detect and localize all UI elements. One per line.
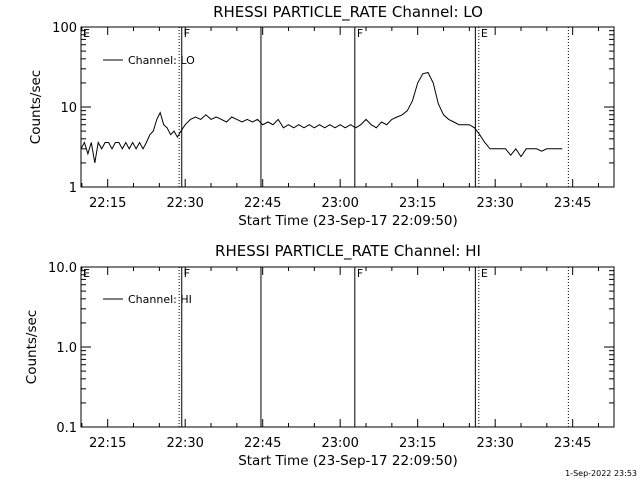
x-tick-label: 23:45 [554, 436, 591, 451]
x-tick-label: 23:00 [321, 436, 358, 451]
y-tick-label: 10.0 [48, 261, 77, 276]
footer-timestamp: 1-Sep-2022 23:53 [565, 469, 637, 478]
event-marker-label: F [184, 267, 190, 280]
event-marker-label: E [481, 27, 488, 40]
panel-hi: RHESSI PARTICLE_RATE Channel: HI Start T… [24, 242, 615, 469]
legend-label: Channel: LO [128, 54, 195, 67]
x-tick-label: 22:45 [244, 436, 281, 451]
x-tick-label: 23:30 [476, 436, 513, 451]
plot-frame [80, 26, 615, 188]
event-marker-label: E [83, 267, 90, 280]
y-axis-label: Counts/sec [24, 310, 40, 384]
x-tick-labels: 22:15 22:30 22:45 23:00 23:15 23:30 23:45 [89, 436, 591, 451]
y-tick-label: 1.0 [56, 341, 77, 356]
y-tick-labels: 0.1 1.0 10.0 [48, 261, 77, 436]
event-marker-label: E [83, 27, 90, 40]
y-tick-label: 100 [52, 21, 77, 36]
x-tick-label: 22:30 [166, 436, 203, 451]
series-line-lo [80, 71, 563, 163]
x-axis-label: Start Time (23-Sep-17 22:09:50) [238, 453, 458, 469]
y-tick-label: 10 [60, 101, 77, 116]
y-tick-labels: 1 10 100 [52, 21, 77, 196]
y-tick-label: 1 [69, 181, 77, 196]
x-tick-label: 22:45 [244, 196, 281, 211]
chart-title: RHESSI PARTICLE_RATE Channel: HI [215, 242, 481, 261]
x-tick-label: 23:30 [476, 196, 513, 211]
plot-frame [80, 266, 615, 428]
y-tick-label: 0.1 [56, 421, 77, 436]
x-tick-labels: 22:15 22:30 22:45 23:00 23:15 23:30 23:45 [89, 196, 591, 211]
x-tick-label: 22:15 [89, 196, 126, 211]
x-tick-label: 23:15 [399, 436, 436, 451]
chart-title: RHESSI PARTICLE_RATE Channel: LO [213, 3, 483, 22]
x-tick-label: 23:15 [399, 196, 436, 211]
x-axis-label: Start Time (23-Sep-17 22:09:50) [238, 213, 458, 229]
y-axis-label: Counts/sec [28, 70, 44, 144]
series-lines [80, 71, 563, 163]
event-marker-label: F [357, 267, 363, 280]
event-marker-label: E [481, 267, 488, 280]
x-tick-label: 23:45 [554, 196, 591, 211]
x-tick-label: 22:15 [89, 436, 126, 451]
x-tick-label: 22:30 [166, 196, 203, 211]
axis-ticks [81, 266, 614, 428]
event-marker-label: F [184, 27, 190, 40]
x-tick-label: 23:00 [321, 196, 358, 211]
panel-lo: RHESSI PARTICLE_RATE Channel: LO Start T… [28, 3, 615, 229]
axis-ticks [81, 26, 614, 188]
event-marker-label: F [357, 27, 363, 40]
legend-label: Channel: HI [128, 293, 192, 306]
